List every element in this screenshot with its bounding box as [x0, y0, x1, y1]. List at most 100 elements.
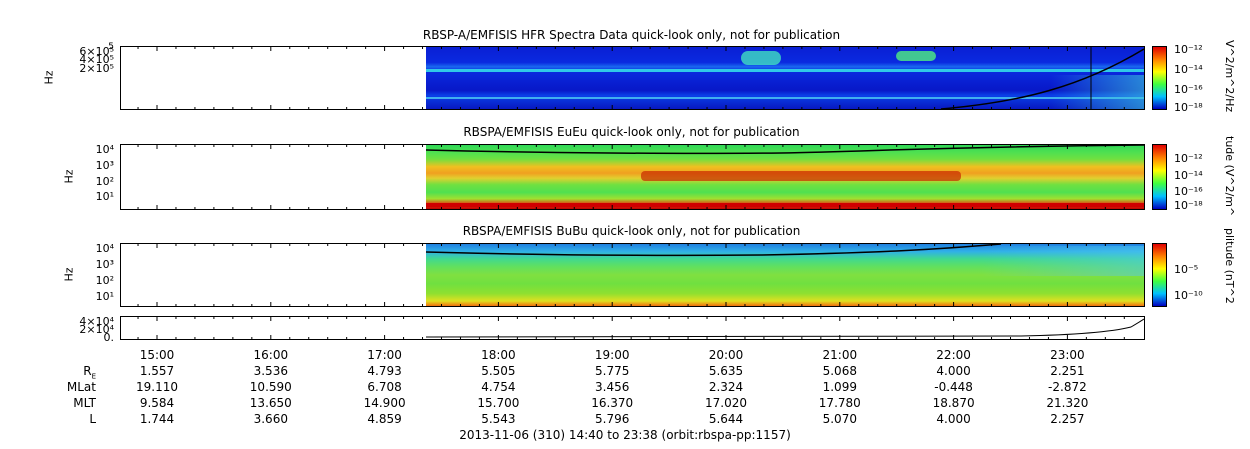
- hfr-spectrogram-panel: [120, 46, 1145, 110]
- eph-value: 6.708: [367, 380, 402, 394]
- eph-value: 5.068: [822, 364, 857, 378]
- eph-value: 9.584: [139, 396, 175, 410]
- eph-value: 1.099: [822, 380, 857, 394]
- eph-value: 1.557: [139, 364, 175, 378]
- eph-value: 17.020: [705, 396, 747, 410]
- panel-1-ytick: 4×10⁵: [79, 53, 114, 66]
- panel-2-ytick: 10²: [95, 175, 114, 188]
- panel-2-ytick: 10¹: [95, 190, 114, 203]
- panel-3-ytick: 10³: [95, 258, 114, 271]
- eph-value: 4.000: [936, 412, 971, 426]
- footer-time-range: 2013-11-06 (310) 14:40 to 23:38 (orbit:r…: [459, 428, 791, 442]
- time-label: 16:00: [253, 348, 289, 362]
- hfr-cyclotron-curve: [940, 47, 1144, 109]
- eph-value: 13.650: [249, 396, 292, 410]
- eph-value: 4.859: [367, 412, 402, 426]
- eph-value: 5.796: [595, 412, 630, 426]
- eph-value: 3.536: [253, 364, 288, 378]
- eueu-spectrogram-panel: [120, 144, 1145, 210]
- eph-value: 17.780: [818, 396, 861, 410]
- time-label: 20:00: [708, 348, 744, 362]
- panel-2-cbar-tick: 10⁻¹²: [1174, 152, 1203, 165]
- panel-2-cbar-tick: 10⁻¹⁸: [1174, 199, 1203, 212]
- bubu-spectrogram-panel: [120, 243, 1145, 307]
- line-plot-panel: [120, 316, 1145, 340]
- time-label: 18:00: [481, 348, 516, 362]
- eph-value: 4.000: [936, 364, 971, 378]
- panel-4-ytick: 0.: [103, 331, 115, 344]
- panel-4-ytick: 2×10⁴: [79, 323, 114, 336]
- panel-3-colorbar: [1152, 243, 1167, 307]
- eph-value: 3.660: [253, 412, 288, 426]
- eph-label-re: RE: [50, 364, 96, 380]
- panel-1-cbar-tick: 10⁻¹²: [1174, 43, 1203, 56]
- eph-value: 1.744: [139, 412, 175, 426]
- time-label: 19:00: [594, 348, 630, 362]
- panel-1-cbar-tick: 10⁻¹⁴: [1174, 63, 1203, 76]
- panel-2-cbar-tick: 10⁻¹⁶: [1174, 185, 1203, 198]
- eueu-cyclotron-curve: [425, 145, 1144, 155]
- eph-value: 5.070: [822, 412, 857, 426]
- eph-value: 18.870: [932, 396, 975, 410]
- eueu-stripe: [426, 203, 1144, 207]
- time-label: 23:00: [1050, 348, 1085, 362]
- panel-1-cbar-tick: 10⁻¹⁶: [1174, 83, 1203, 96]
- eph-label-sub: E: [91, 372, 96, 381]
- eph-label-mlt: MLT: [73, 396, 96, 410]
- time-label: 17:00: [367, 348, 402, 362]
- eph-label-text: R: [83, 364, 92, 378]
- hfr-burst-top-2: [896, 51, 936, 61]
- eph-value: 5.644: [708, 412, 744, 426]
- time-label: 21:00: [822, 348, 858, 362]
- eph-value: 4.793: [367, 364, 402, 378]
- panel-1-cbar-tick: 10⁻¹⁸: [1174, 101, 1203, 114]
- eph-value: 3.456: [595, 380, 630, 394]
- panel-1-ytick: 6×10⁵: [79, 45, 114, 58]
- panel-3-cbar-tick: 10⁻¹⁰: [1174, 289, 1203, 302]
- eph-value: -0.448: [934, 380, 973, 394]
- line-plot-trace: [425, 318, 1144, 338]
- panel-3-cbar-tick: 10⁻⁵: [1174, 263, 1199, 276]
- eph-value: 2.257: [1050, 412, 1085, 426]
- panel-1-colorbar: [1152, 46, 1167, 110]
- eph-value: 4.754: [481, 380, 516, 394]
- eph-value: 19.110: [136, 380, 178, 394]
- eph-value: 16.370: [591, 396, 634, 410]
- time-label: 22:00: [936, 348, 971, 362]
- eph-value: 2.324: [708, 380, 744, 394]
- eph-value: 21.320: [1046, 396, 1089, 410]
- hfr-burst-top: [741, 51, 781, 65]
- eph-value: 5.505: [481, 364, 516, 378]
- eph-value: 5.543: [481, 412, 516, 426]
- hfr-burst-right: [1051, 75, 1144, 109]
- time-label: 15:00: [139, 348, 175, 362]
- eph-label-mlat: MLat: [66, 380, 96, 394]
- eph-value: 5.635: [708, 364, 744, 378]
- eph-value: 5.775: [595, 364, 630, 378]
- panel-3-title: RBSPA/EMFISIS BuBu quick-look only, not …: [462, 224, 801, 238]
- panel-2-title: RBSPA/EMFISIS EuEu quick-look only, not …: [463, 125, 800, 139]
- eph-value: 14.900: [363, 396, 406, 410]
- eph-label-l: L: [89, 412, 96, 426]
- panel-2-cbar-tick: 10⁻¹⁴: [1174, 169, 1203, 182]
- eph-value: 15.700: [477, 396, 520, 410]
- panel-3-ytick: 10²: [95, 274, 114, 287]
- panel-3-ytick: 10¹: [95, 290, 114, 303]
- hfr-lower-band: [426, 97, 1144, 99]
- panel-2-ytick: 10³: [95, 159, 114, 172]
- eueu-enhancement: [641, 171, 961, 181]
- panel-4-ytick: 4×10⁴: [79, 315, 114, 328]
- panel-1-ytick: 5: [108, 42, 114, 52]
- panel-3-ytick: 10⁴: [95, 242, 114, 255]
- eph-value: -2.872: [1048, 380, 1087, 394]
- eph-value: 2.251: [1050, 364, 1085, 378]
- panel-2-colorbar: [1152, 144, 1167, 210]
- panel-1-ytick: 2×10⁵: [79, 62, 114, 75]
- panel-1-title: RBSP-A/EMFISIS HFR Spectra Data quick-lo…: [422, 28, 841, 42]
- panel-2-ytick: 10⁴: [95, 143, 114, 156]
- bubu-right-noise: [981, 246, 1144, 276]
- hfr-emission-band: [426, 69, 1144, 72]
- bubu-cyclotron-curve: [425, 244, 1002, 257]
- eph-value: 10.590: [249, 380, 292, 394]
